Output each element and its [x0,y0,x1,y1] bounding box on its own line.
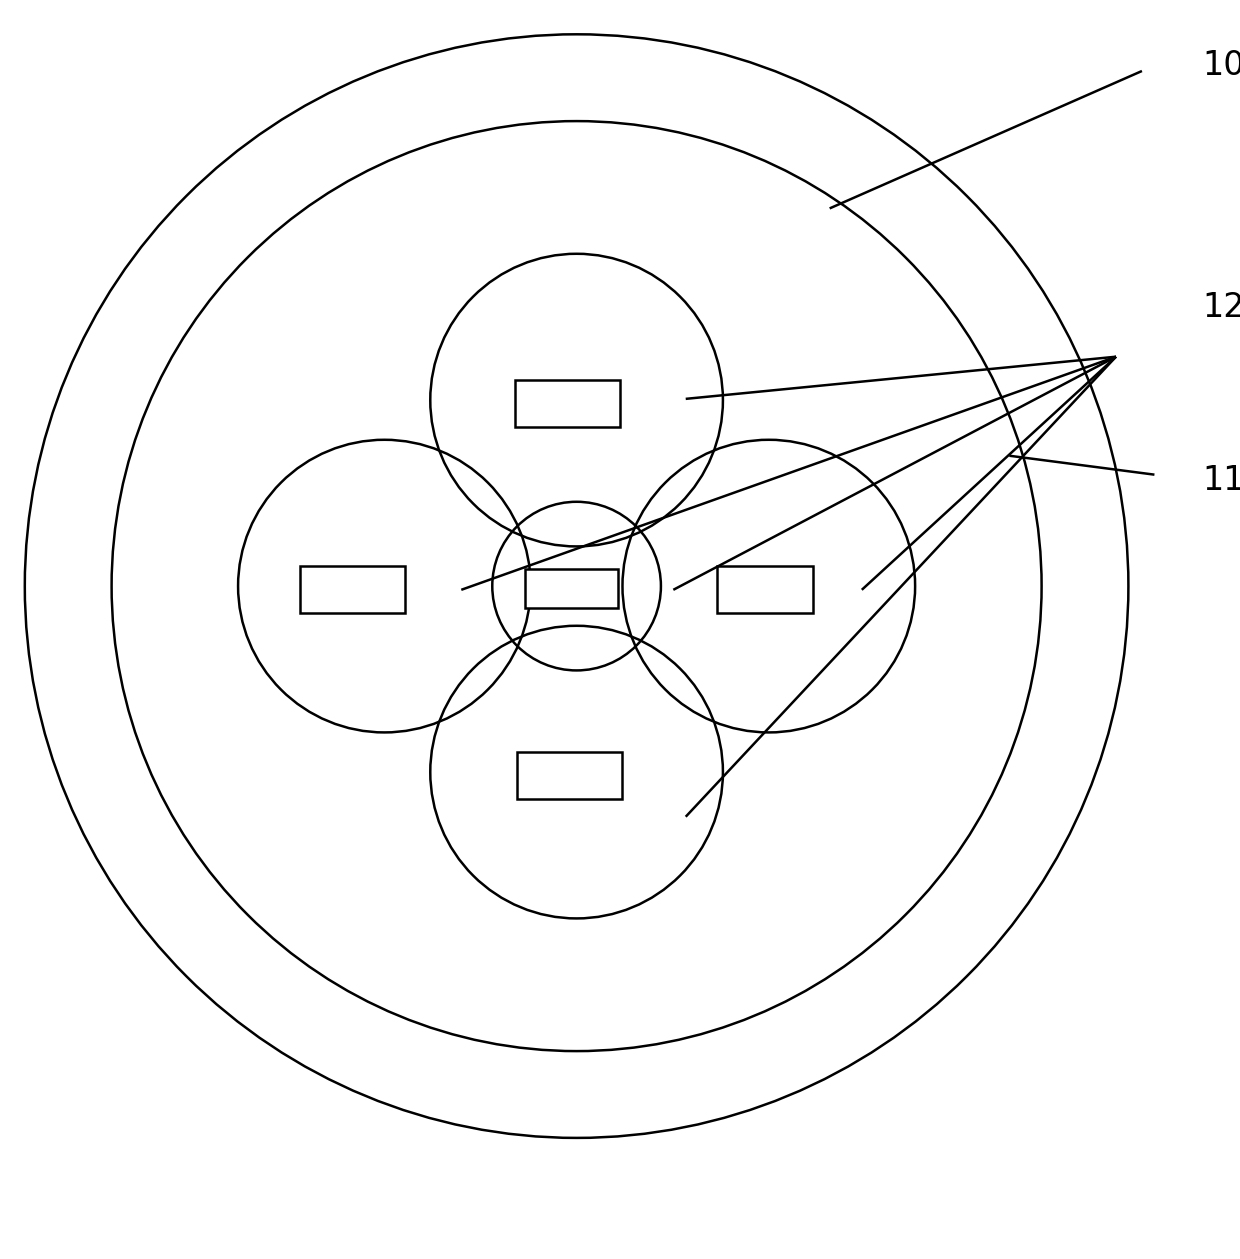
Text: 12: 12 [1203,291,1240,324]
Bar [717,567,813,613]
Text: 10: 10 [1203,49,1240,82]
Bar [517,753,622,799]
Bar [525,569,618,608]
Text: 11: 11 [1203,465,1240,497]
Bar [300,567,405,613]
Bar [515,380,620,427]
